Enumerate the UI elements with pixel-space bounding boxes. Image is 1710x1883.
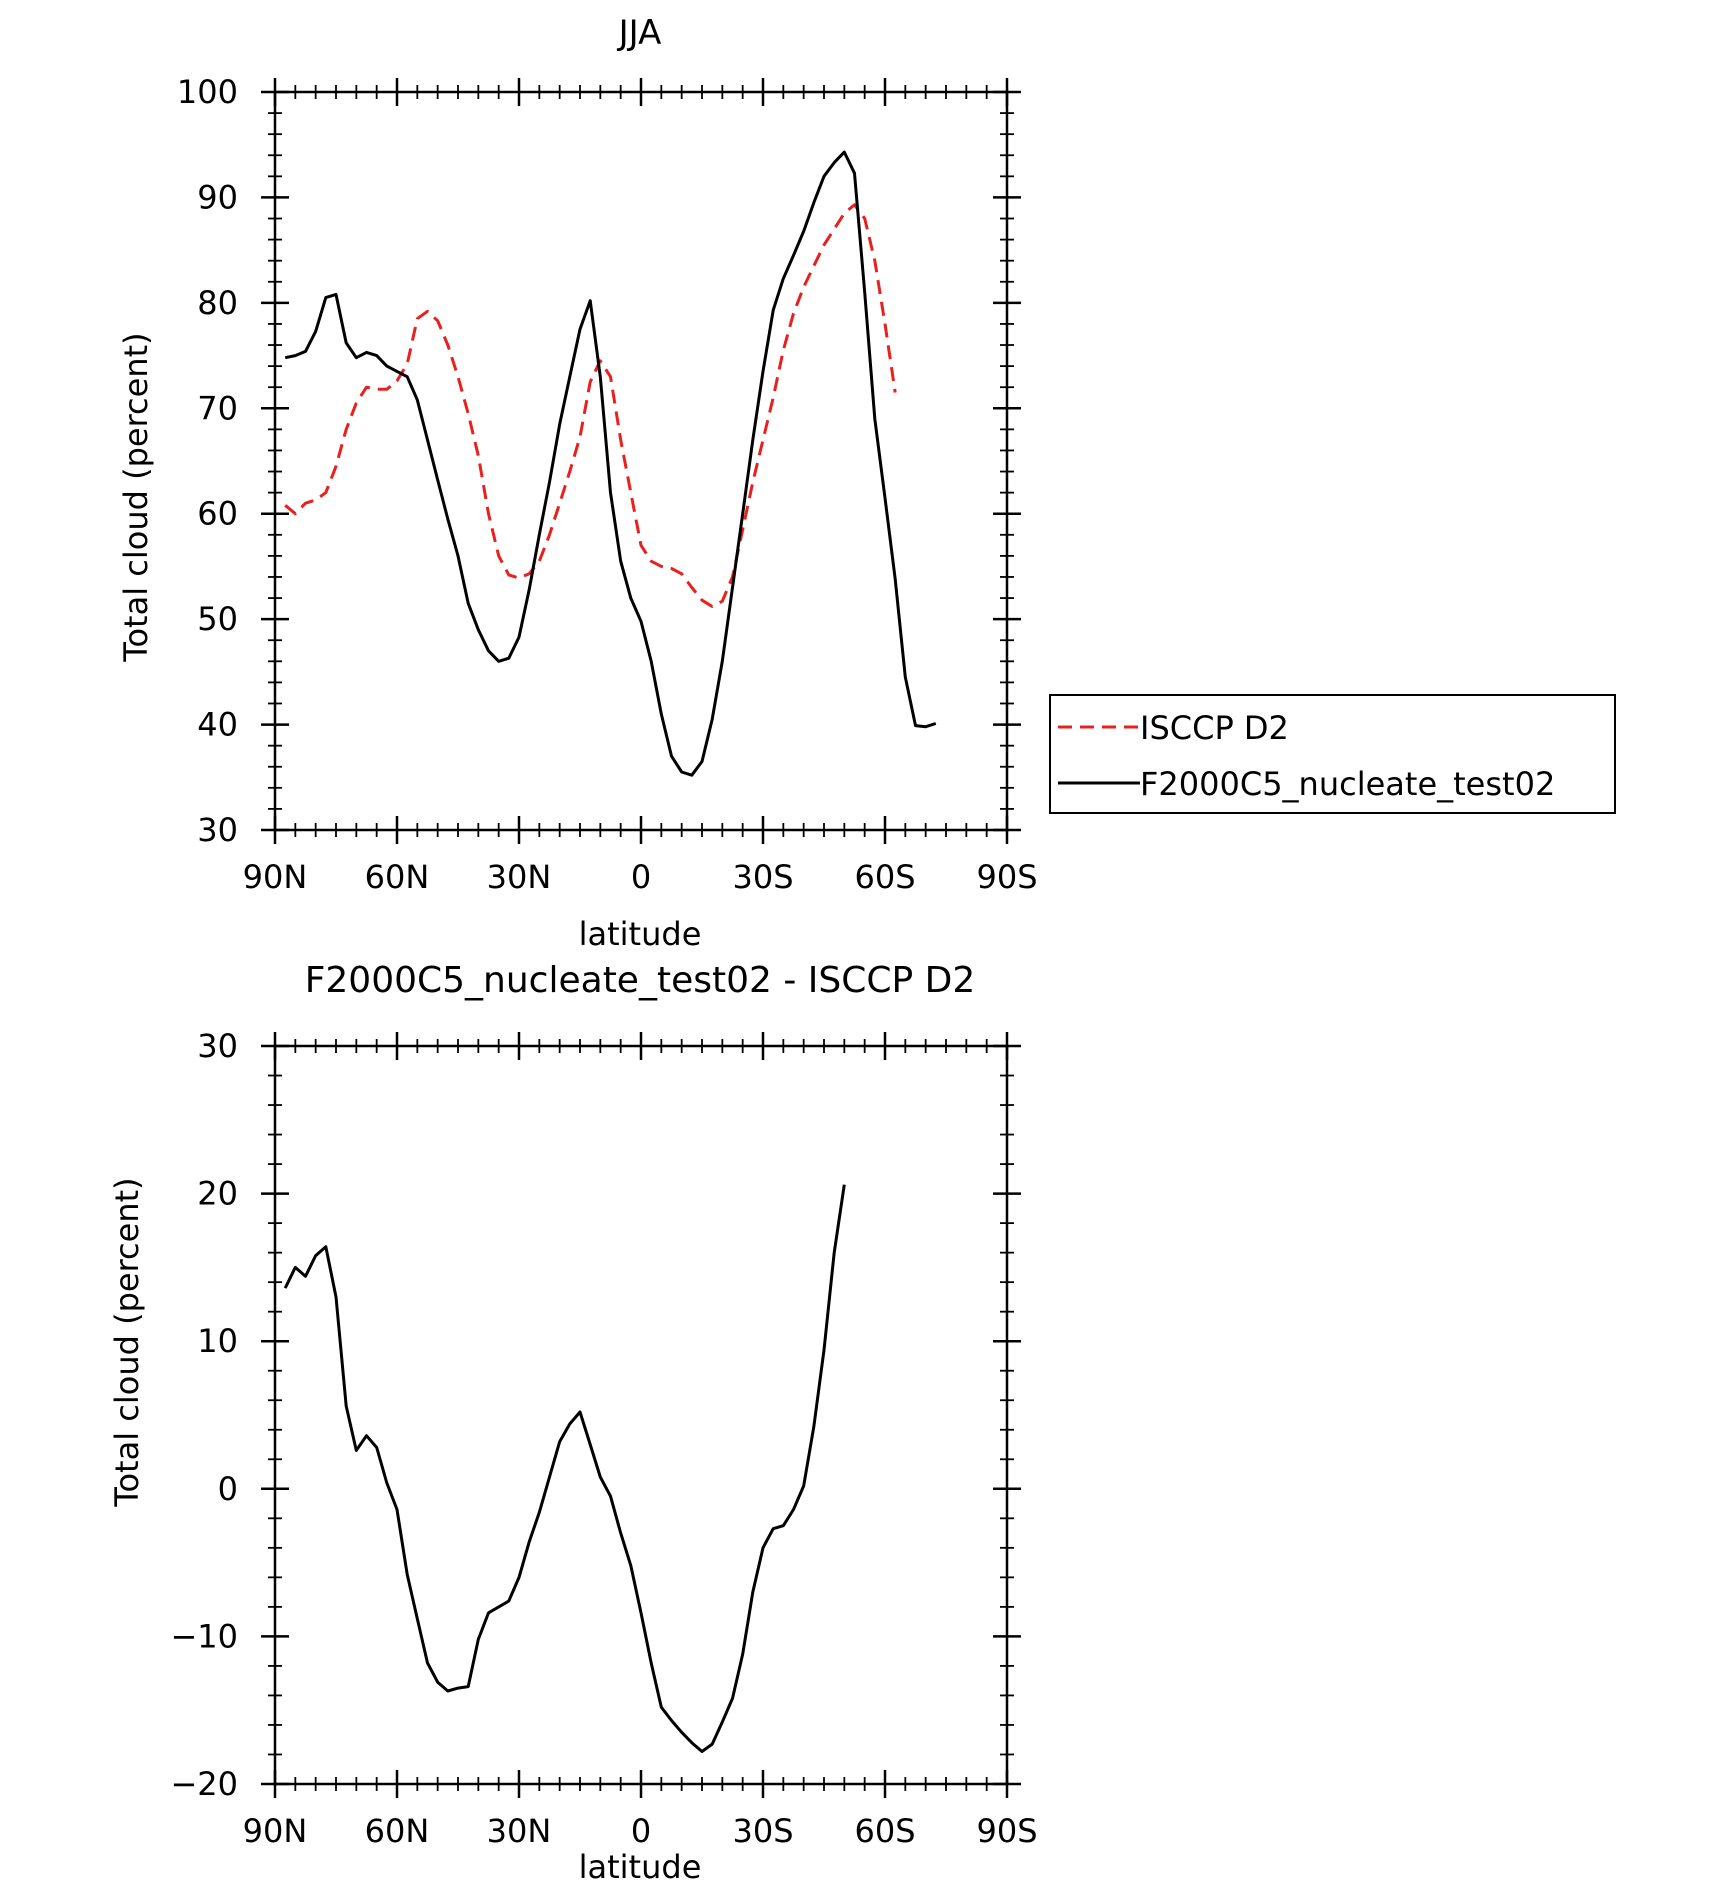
y-tick-label: 70: [197, 389, 238, 427]
y-axis-label: Total cloud (percent): [117, 332, 155, 662]
legend-label-model: F2000C5_nucleate_test02: [1140, 765, 1555, 803]
y-tick-label: 20: [197, 1175, 238, 1213]
x-tick-label: 0: [631, 1812, 651, 1850]
legend-label-isccp: ISCCP D2: [1140, 709, 1289, 747]
x-tick-label: 90S: [976, 858, 1037, 896]
series-group: [284, 150, 937, 777]
series-group: [283, 1184, 846, 1753]
chart-title: F2000C5_nucleate_test02 - ISCCP D2: [305, 960, 976, 1001]
y-tick-label: −20: [170, 1765, 238, 1803]
plot-frame: [273, 1044, 1009, 1786]
y-tick-label: 30: [197, 1027, 238, 1065]
y-tick-label: 30: [197, 811, 238, 849]
y-tick-label: 50: [197, 600, 238, 638]
chart-difference: F2000C5_nucleate_test02 - ISCCP D2 Total…: [108, 960, 1038, 1883]
legend: ISCCP D2 F2000C5_nucleate_test02: [1049, 694, 1616, 814]
x-tick-label: 90N: [243, 858, 308, 896]
chart-title: JJA: [617, 13, 662, 53]
y-tick-label: 100: [177, 73, 238, 111]
x-tick-label: 30N: [487, 858, 552, 896]
series-line-0: [284, 203, 897, 608]
y-axis-label: Total cloud (percent): [108, 1177, 146, 1507]
x-tick-label: 60N: [365, 1812, 430, 1850]
x-tick-label: 30S: [732, 1812, 793, 1850]
series-line-1: [284, 150, 937, 777]
x-tick-label: 30S: [732, 858, 793, 896]
y-tick-label: 0: [218, 1470, 238, 1508]
chart-jja: JJA Total cloud (percent) latitude 90N 60…: [117, 13, 1616, 953]
x-axis-label: latitude: [579, 915, 702, 953]
x-tick-label: 90N: [243, 1812, 308, 1850]
y-tick-label: 60: [197, 495, 238, 533]
x-tick-label: 0: [631, 858, 651, 896]
x-tick-label: 30N: [487, 1812, 552, 1850]
y-tick-label: 40: [197, 706, 238, 744]
y-tick-label: −10: [170, 1617, 238, 1655]
x-tick-label: 60S: [854, 858, 915, 896]
x-tick-label: 60S: [854, 1812, 915, 1850]
plot-frame: [273, 90, 1009, 832]
x-axis-label: latitude: [579, 1848, 702, 1883]
y-tick-label: 10: [197, 1322, 238, 1360]
legend-box: [1049, 694, 1616, 814]
x-tick-label: 60N: [365, 858, 430, 896]
y-tick-label: 80: [197, 284, 238, 322]
x-tick-label: 90S: [976, 1812, 1037, 1850]
series-line-0: [283, 1184, 846, 1753]
y-tick-label: 90: [197, 178, 238, 216]
